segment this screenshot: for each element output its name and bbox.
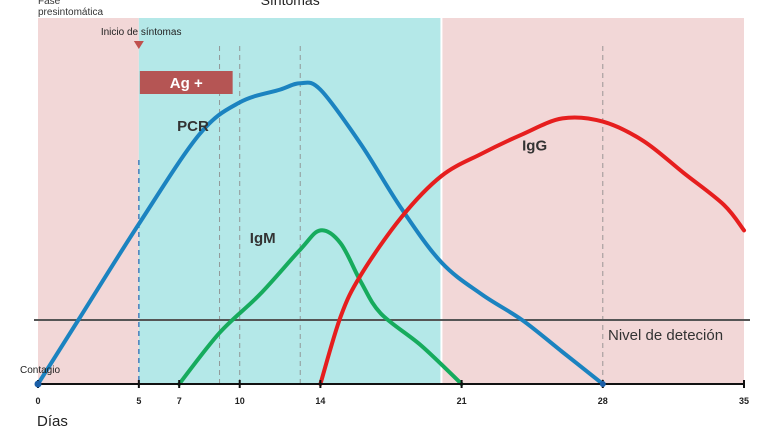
series-label-igg: IgG — [522, 137, 547, 154]
x-tick-label-21: 21 — [457, 396, 467, 406]
contagion-label: Contagio — [20, 365, 60, 376]
x-tick-label-5: 5 — [136, 396, 141, 406]
x-tick-label-0: 0 — [35, 396, 40, 406]
region-label-presymptomatic: presintomática — [38, 7, 103, 18]
onset-marker — [133, 41, 144, 49]
x-tick-label-10: 10 — [235, 396, 245, 406]
onset-label: Inicio de síntomas — [101, 27, 182, 38]
series-line-igg — [318, 115, 746, 386]
region-label-symptoms: Síntomas — [261, 0, 320, 8]
x-tick-label-14: 14 — [315, 396, 325, 406]
x-tick-label-28: 28 — [598, 396, 608, 406]
series-line-pcr — [36, 80, 605, 386]
x-axis-label: Días — [37, 413, 68, 430]
antigen-box — [139, 71, 233, 94]
series-lines — [36, 80, 746, 386]
series-label-igm: IgM — [250, 230, 276, 247]
series-line-igm — [177, 228, 464, 386]
antigen-label: Ag + — [170, 75, 203, 92]
region-presymptomatic — [38, 18, 139, 384]
x-tick-label-7: 7 — [177, 396, 182, 406]
x-axis: 0 5 7 10 14 21 28 35 Días — [34, 380, 749, 430]
series-label-pcr: PCR — [177, 118, 209, 135]
origin-dot — [34, 380, 42, 388]
detection-label: Nivel de deteción — [608, 327, 723, 344]
end-dot-28 — [599, 381, 606, 387]
region-label-presymptomatic: Fase — [38, 0, 61, 7]
region-post — [441, 18, 744, 384]
annotations — [34, 41, 750, 321]
x-tick-label-35: 35 — [739, 396, 749, 406]
